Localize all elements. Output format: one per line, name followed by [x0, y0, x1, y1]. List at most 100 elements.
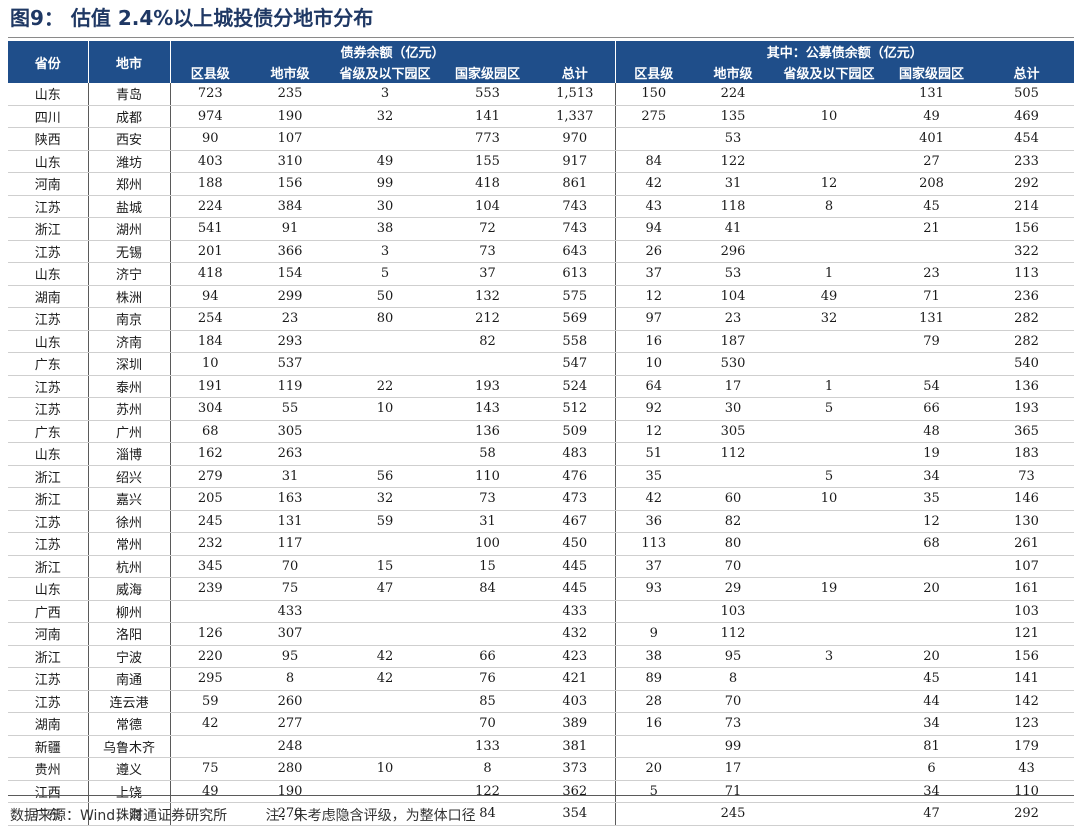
- cell-provincial-park: 10: [330, 757, 440, 781]
- cell-public-national-park: 6: [884, 757, 980, 781]
- cell-public-district-level: 36: [615, 510, 693, 533]
- cell-total: 473: [535, 487, 616, 511]
- header-district-level: 区县级: [170, 62, 250, 83]
- cell-public-city-level: 187: [692, 330, 775, 353]
- bond-distribution-table: 省份 地市 债券余额（亿元） 其中：公募债余额（亿元） 区县级 地市级 省级及以…: [8, 41, 1075, 826]
- cell-city-level: 91: [250, 217, 330, 241]
- cell-public-total: 146: [979, 487, 1075, 511]
- cell-public-national-park: [884, 600, 980, 623]
- cell-public-total: 103: [979, 600, 1075, 623]
- table-row: 浙江 绍兴 279 31 56 110 476 35 5 34 73: [8, 465, 1075, 488]
- cell-public-district-level: 28: [615, 690, 693, 713]
- table-body: 山东 青岛 723 235 3 553 1,513 150 224 131 505 四川 成都 974 19…: [8, 83, 1075, 826]
- table-row: 江西 上饶 49 190 122 362 5 71 34 110: [8, 780, 1075, 803]
- cell-public-national-park: 68: [884, 532, 980, 556]
- cell-public-total: 193: [979, 397, 1075, 421]
- cell-national-park: 15: [440, 555, 535, 578]
- cell-district-level: 245: [170, 510, 250, 533]
- cell-city-level: 75: [250, 577, 330, 601]
- cell-city: 苏州: [88, 397, 171, 421]
- cell-provincial-park: 80: [330, 307, 440, 331]
- cell-public-provincial-park: 12: [774, 172, 885, 196]
- cell-city: 连云港: [88, 690, 171, 713]
- cell-public-city-level: 53: [692, 127, 775, 151]
- cell-city-level: 8: [250, 667, 330, 691]
- cell-public-national-park: 27: [884, 150, 980, 173]
- table-row: 新疆 乌鲁木齐 248 133 381 99 81 179: [8, 735, 1075, 758]
- cell-public-district-level: 42: [615, 172, 693, 196]
- cell-public-national-park: 49: [884, 105, 980, 128]
- cell-public-city-level: 70: [692, 690, 775, 713]
- cell-province: 江苏: [8, 375, 89, 398]
- cell-public-city-level: 29: [692, 577, 775, 601]
- cell-public-provincial-park: [774, 667, 885, 691]
- cell-total: 861: [535, 172, 616, 196]
- cell-city-level: 260: [250, 690, 330, 713]
- header-public-provincial-park: 省级及以下园区: [774, 62, 885, 83]
- table-row: 广西 柳州 433 433 103 103: [8, 600, 1075, 623]
- cell-city-level: 263: [250, 442, 330, 466]
- cell-public-provincial-park: [774, 712, 885, 736]
- cell-public-city-level: 296: [692, 240, 775, 263]
- cell-public-provincial-park: [774, 442, 885, 466]
- cell-district-level: 126: [170, 622, 250, 646]
- cell-public-national-park: 66: [884, 397, 980, 421]
- cell-public-national-park: 20: [884, 645, 980, 668]
- cell-total: 743: [535, 195, 616, 218]
- cell-city-level: 107: [250, 127, 330, 151]
- cell-public-total: 282: [979, 330, 1075, 353]
- cell-city-level: 95: [250, 645, 330, 668]
- cell-total: 575: [535, 285, 616, 308]
- cell-total: 970: [535, 127, 616, 151]
- cell-district-level: 162: [170, 442, 250, 466]
- cell-city: 嘉兴: [88, 487, 171, 511]
- cell-city: 常德: [88, 712, 171, 736]
- cell-public-provincial-park: [774, 510, 885, 533]
- cell-public-total: 469: [979, 105, 1075, 128]
- table-row: 广东 广州 68 305 136 509 12 305 48 365: [8, 420, 1075, 443]
- header-total: 总计: [535, 62, 616, 83]
- cell-public-district-level: 9: [615, 622, 693, 646]
- header-national-park: 国家级园区: [440, 62, 535, 83]
- cell-province: 江苏: [8, 667, 89, 691]
- cell-public-city-level: 30: [692, 397, 775, 421]
- cell-public-provincial-park: 10: [774, 487, 885, 511]
- table-row: 江苏 泰州 191 119 22 193 524 64 17 1 54 136: [8, 375, 1075, 398]
- cell-public-district-level: 89: [615, 667, 693, 691]
- cell-total: 373: [535, 757, 616, 781]
- cell-provincial-park: 99: [330, 172, 440, 196]
- cell-province: 江苏: [8, 510, 89, 533]
- cell-public-provincial-park: 5: [774, 397, 885, 421]
- cell-provincial-park: 3: [330, 83, 440, 106]
- cell-public-total: 141: [979, 667, 1075, 691]
- cell-total: 1,337: [535, 105, 616, 128]
- table-row: 江苏 徐州 245 131 59 31 467 36 82 12 130: [8, 510, 1075, 533]
- cell-city: 乌鲁木齐: [88, 735, 171, 758]
- cell-city: 南通: [88, 667, 171, 691]
- cell-public-total: 282: [979, 307, 1075, 331]
- cell-public-provincial-park: [774, 240, 885, 263]
- cell-public-district-level: 12: [615, 285, 693, 308]
- cell-city: 郑州: [88, 172, 171, 196]
- header-public-city-level: 地市级: [692, 62, 775, 83]
- cell-province: 山东: [8, 330, 89, 353]
- cell-national-park: 31: [440, 510, 535, 533]
- cell-district-level: 345: [170, 555, 250, 578]
- cell-provincial-park: [330, 622, 440, 646]
- cell-province: 山东: [8, 83, 89, 106]
- cell-district-level: 239: [170, 577, 250, 601]
- cell-public-total: 43: [979, 757, 1075, 781]
- cell-national-park: 193: [440, 375, 535, 398]
- cell-public-district-level: 43: [615, 195, 693, 218]
- cell-public-provincial-park: 10: [774, 105, 885, 128]
- table-row: 浙江 宁波 220 95 42 66 423 38 95 3 20 156: [8, 645, 1075, 668]
- cell-district-level: 295: [170, 667, 250, 691]
- table-row: 江苏 盐城 224 384 30 104 743 43 118 8 45 214: [8, 195, 1075, 218]
- cell-public-national-park: 208: [884, 172, 980, 196]
- cell-city: 遵义: [88, 757, 171, 781]
- cell-city-level: 293: [250, 330, 330, 353]
- cell-city: 深圳: [88, 352, 171, 376]
- cell-city-level: 537: [250, 352, 330, 376]
- table-row: 江苏 苏州 304 55 10 143 512 92 30 5 66 193: [8, 397, 1075, 421]
- cell-national-park: 66: [440, 645, 535, 668]
